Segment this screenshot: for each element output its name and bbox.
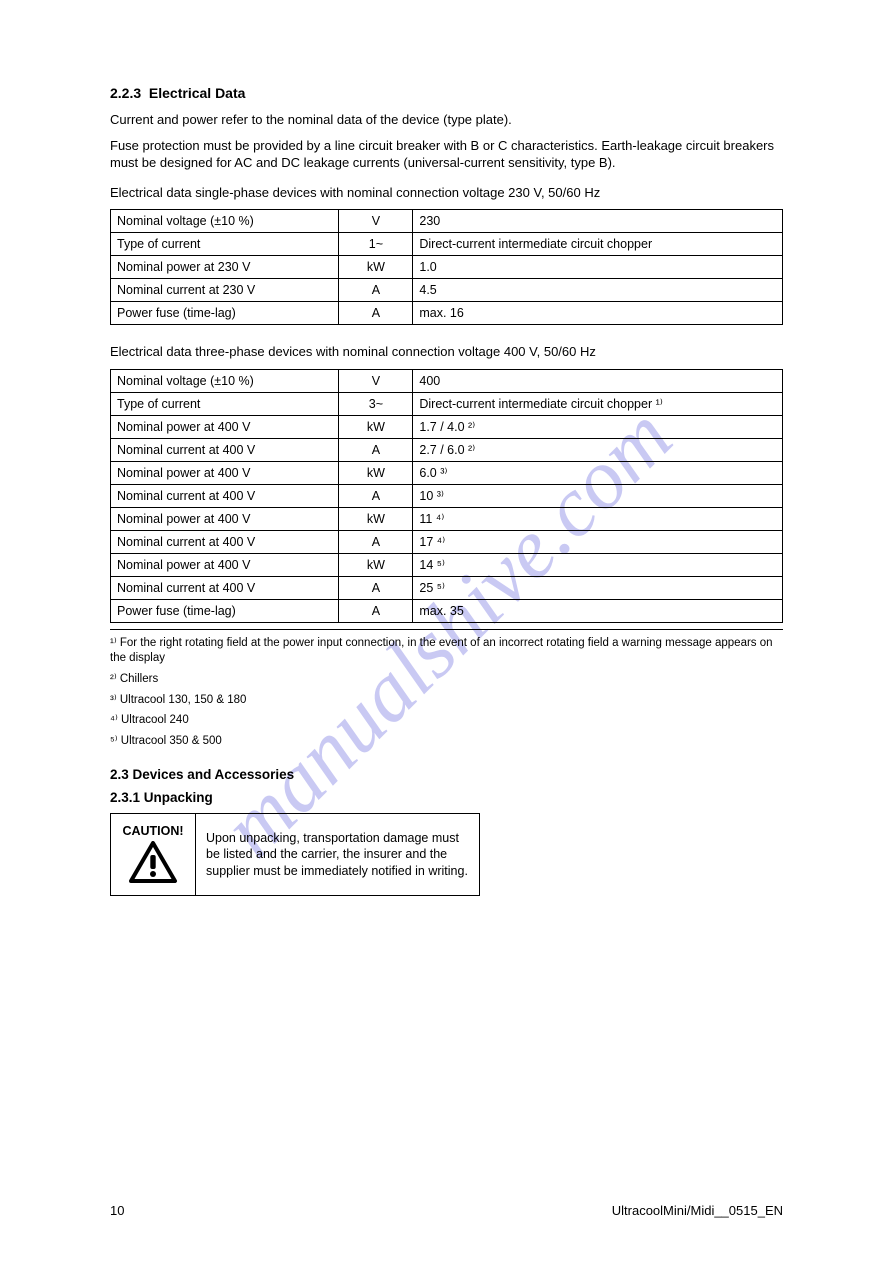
cell: kW <box>339 256 413 279</box>
table-electrical-three-phase: Nominal voltage (±10 %)V400 Type of curr… <box>110 369 783 623</box>
doc-id: UltracoolMini/Midi__0515_EN <box>612 1203 783 1218</box>
cell: 14 ⁵⁾ <box>413 553 783 576</box>
cell: Direct-current intermediate circuit chop… <box>413 233 783 256</box>
caution-label: CAUTION! <box>121 824 185 841</box>
cell: Direct-current intermediate circuit chop… <box>413 392 783 415</box>
table-row: Nominal power at 400 VkW1.7 / 4.0 ²⁾ <box>111 415 783 438</box>
cell: 4.5 <box>413 279 783 302</box>
cell: A <box>339 599 413 622</box>
cell: 2.7 / 6.0 ²⁾ <box>413 438 783 461</box>
cell: kW <box>339 507 413 530</box>
cell: Nominal current at 400 V <box>111 576 339 599</box>
cell: Nominal power at 400 V <box>111 415 339 438</box>
cell: 17 ⁴⁾ <box>413 530 783 553</box>
footnote: ³⁾ Ultracool 130, 150 & 180 <box>110 693 783 708</box>
table-row: Nominal current at 400 VA10 ³⁾ <box>111 484 783 507</box>
cell: A <box>339 438 413 461</box>
cell: kW <box>339 415 413 438</box>
footnote: ¹⁾ For the right rotating field at the p… <box>110 636 783 666</box>
cell: Nominal current at 400 V <box>111 484 339 507</box>
page-footer: 10 UltracoolMini/Midi__0515_EN <box>110 1203 783 1218</box>
table-row: Power fuse (time-lag)Amax. 16 <box>111 302 783 325</box>
cell: Nominal current at 400 V <box>111 438 339 461</box>
cell: Nominal power at 230 V <box>111 256 339 279</box>
table-row: Nominal current at 400 VA2.7 / 6.0 ²⁾ <box>111 438 783 461</box>
cell: 1~ <box>339 233 413 256</box>
cell: Nominal voltage (±10 %) <box>111 369 339 392</box>
cell: 230 <box>413 210 783 233</box>
cell: A <box>339 279 413 302</box>
intro-line: Current and power refer to the nominal d… <box>110 111 783 129</box>
warning-icon <box>121 841 185 885</box>
cell: A <box>339 484 413 507</box>
cell: Type of current <box>111 233 339 256</box>
table-row: Nominal power at 400 VkW14 ⁵⁾ <box>111 553 783 576</box>
caution-icon-cell: CAUTION! <box>111 814 196 896</box>
table-row: Nominal power at 230 VkW1.0 <box>111 256 783 279</box>
cell: Nominal power at 400 V <box>111 553 339 576</box>
footnote: ²⁾ Chillers <box>110 672 783 687</box>
cell: 10 ³⁾ <box>413 484 783 507</box>
table1-caption: Electrical data single-phase devices wit… <box>110 184 783 202</box>
table-row: Nominal current at 400 VA17 ⁴⁾ <box>111 530 783 553</box>
table-row: Type of current3~Direct-current intermed… <box>111 392 783 415</box>
cell: Nominal voltage (±10 %) <box>111 210 339 233</box>
page-number: 10 <box>110 1203 124 1218</box>
table-electrical-single-phase: Nominal voltage (±10 %)V230 Type of curr… <box>110 209 783 325</box>
cell: max. 35 <box>413 599 783 622</box>
cell: Nominal power at 400 V <box>111 507 339 530</box>
cell: 1.7 / 4.0 ²⁾ <box>413 415 783 438</box>
table-row: Power fuse (time-lag)Amax. 35 <box>111 599 783 622</box>
cell: V <box>339 369 413 392</box>
cell: A <box>339 576 413 599</box>
divider <box>110 629 783 630</box>
cell: 3~ <box>339 392 413 415</box>
table-row: Nominal current at 400 VA25 ⁵⁾ <box>111 576 783 599</box>
caution-box: CAUTION! Upon unpacking, transportation … <box>110 813 480 896</box>
cell: A <box>339 302 413 325</box>
footnote: ⁴⁾ Ultracool 240 <box>110 713 783 728</box>
table-row: Nominal voltage (±10 %)V230 <box>111 210 783 233</box>
cell: Power fuse (time-lag) <box>111 302 339 325</box>
section-title: Electrical Data <box>149 85 246 101</box>
cell: V <box>339 210 413 233</box>
section-heading: 2.2.3 Electrical Data <box>110 85 783 101</box>
cell: Type of current <box>111 392 339 415</box>
cell: kW <box>339 553 413 576</box>
cell: Nominal power at 400 V <box>111 461 339 484</box>
caution-text: Upon unpacking, transportation damage mu… <box>196 814 480 896</box>
cell: 11 ⁴⁾ <box>413 507 783 530</box>
unpacking-heading: 2.3.1 Unpacking <box>110 790 783 805</box>
cell: Nominal current at 230 V <box>111 279 339 302</box>
intro-paragraph: Fuse protection must be provided by a li… <box>110 137 783 172</box>
footnote: ⁵⁾ Ultracool 350 & 500 <box>110 734 783 749</box>
cell: max. 16 <box>413 302 783 325</box>
table-row: Type of current1~Direct-current intermed… <box>111 233 783 256</box>
table-row: Nominal power at 400 VkW6.0 ³⁾ <box>111 461 783 484</box>
cell: kW <box>339 461 413 484</box>
cell: Nominal current at 400 V <box>111 530 339 553</box>
table-row: Nominal voltage (±10 %)V400 <box>111 369 783 392</box>
section-number: 2.2.3 <box>110 85 141 101</box>
cell: 25 ⁵⁾ <box>413 576 783 599</box>
table-row: Nominal power at 400 VkW11 ⁴⁾ <box>111 507 783 530</box>
table2-caption: Electrical data three-phase devices with… <box>110 343 783 361</box>
cell: 400 <box>413 369 783 392</box>
table-row: Nominal current at 230 VA4.5 <box>111 279 783 302</box>
devices-heading: 2.3 Devices and Accessories <box>110 767 783 782</box>
cell: Power fuse (time-lag) <box>111 599 339 622</box>
cell: 6.0 ³⁾ <box>413 461 783 484</box>
cell: 1.0 <box>413 256 783 279</box>
cell: A <box>339 530 413 553</box>
